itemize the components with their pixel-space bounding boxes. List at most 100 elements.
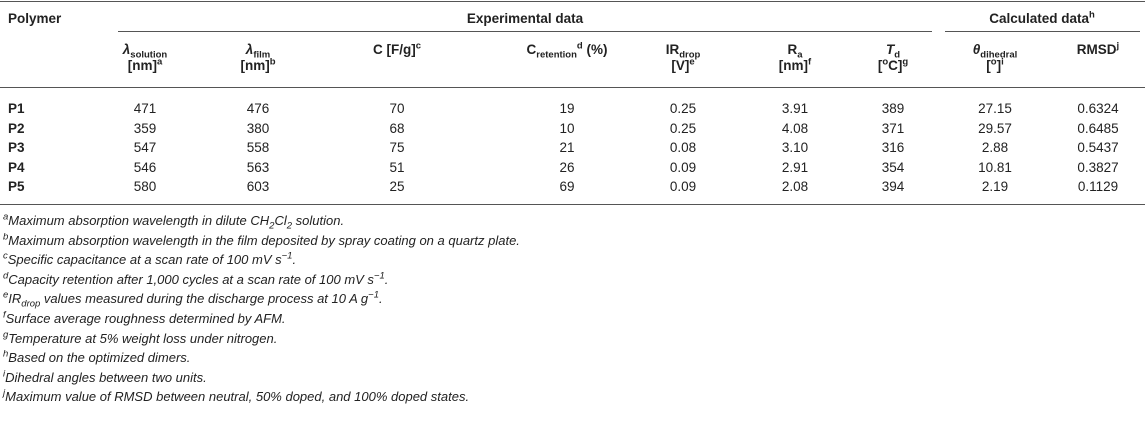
cell: 0.6324 <box>1077 101 1119 116</box>
header-rule <box>0 87 1145 88</box>
text-segment: solution. <box>292 213 345 228</box>
text-segment: j <box>1116 40 1120 52</box>
text-segment: [nm] <box>778 58 809 73</box>
text-segment: o <box>990 56 997 68</box>
text-segment: ] <box>996 58 1002 73</box>
cell: 380 <box>246 120 270 136</box>
text-segment: Maximum absorption wavelength in dilute … <box>8 213 270 228</box>
cell: 10 <box>559 120 575 136</box>
cell: 4.08 <box>781 120 809 136</box>
cell: 19 <box>559 101 575 116</box>
cell: 0.5437 <box>1077 140 1119 155</box>
cell: 580 <box>133 179 157 194</box>
footnote: fSurface average roughness determined by… <box>3 310 286 327</box>
text-segment: e <box>3 290 9 302</box>
text-segment: [ <box>877 58 883 73</box>
cell: 0.09 <box>669 159 697 175</box>
text-segment: Surface average roughness determined by … <box>5 311 286 326</box>
text-segment: b <box>3 231 9 243</box>
column-header: λfilm [nm]b <box>240 42 275 74</box>
text-segment: d <box>3 270 9 282</box>
header-line: [oC]g <box>877 56 909 74</box>
text-segment: (%) <box>582 42 608 57</box>
text-segment: 2 <box>269 220 275 232</box>
text-segment: IR <box>8 291 22 307</box>
cell: 29.57 <box>978 120 1012 136</box>
cell: 2.88 <box>981 140 1009 155</box>
text-segment: λ <box>245 42 254 57</box>
text-segment: i <box>1001 56 1004 68</box>
bottom-rule <box>0 204 1145 205</box>
text-segment: C [F/g] <box>372 42 416 57</box>
footnote: dCapacity retention after 1,000 cycles a… <box>3 270 389 288</box>
footnote: hBased on the optimized dimers. <box>3 350 190 366</box>
text-segment: RMSD <box>1076 42 1117 57</box>
cell: 2.08 <box>781 179 809 194</box>
text-segment: 2 <box>286 220 293 232</box>
cell: 476 <box>246 101 270 116</box>
row-label: P4 <box>8 159 25 175</box>
header-line: λfilm <box>240 42 275 61</box>
text-segment: dihedral <box>980 49 1018 61</box>
text-segment: values measured during the discharge pro… <box>40 291 369 307</box>
column-header: C [F/g]c <box>372 41 421 58</box>
text-segment: c <box>3 250 8 262</box>
header-line: Cretentiond (%) <box>527 40 608 60</box>
cell: 3.10 <box>781 140 809 155</box>
text-segment: j <box>3 388 6 400</box>
row-label: P1 <box>8 101 25 116</box>
text-segment: . <box>384 271 389 287</box>
text-segment: a <box>156 56 163 68</box>
footnote: iDihedral angles between two units. <box>3 369 207 386</box>
footnote: aMaximum absorption wavelength in dilute… <box>3 212 345 232</box>
row-label: P5 <box>8 179 25 194</box>
column-header: Ra [nm]f <box>779 42 811 74</box>
footnote: gTemperature at 5% weight loss under nit… <box>3 329 277 347</box>
text-segment: g <box>902 56 909 68</box>
cell: 69 <box>559 179 575 194</box>
row-label: P3 <box>8 140 25 155</box>
column-header: IRdrop [V]e <box>666 42 701 74</box>
cell: 471 <box>133 101 157 116</box>
cell: 0.25 <box>669 101 697 116</box>
column-header: θdihedral [o]i <box>973 42 1017 74</box>
text-segment: d <box>576 40 583 52</box>
text-segment: [V] <box>671 58 690 73</box>
text-segment: h <box>1088 9 1095 21</box>
cell: 547 <box>133 140 157 155</box>
header-line: [nm]a <box>123 56 167 74</box>
cell: 0.08 <box>669 140 697 155</box>
footnote: jMaximum value of RMSD between neutral, … <box>3 389 469 405</box>
text-segment: Calculated data <box>989 11 1089 26</box>
header-line: Ra <box>779 42 811 61</box>
group-rule <box>118 31 932 32</box>
text-segment: Dihedral angles between two units. <box>5 369 207 385</box>
text-segment: Capacity retention after 1,000 cycles at… <box>8 271 374 287</box>
text-segment: . <box>292 252 297 268</box>
cell: 316 <box>881 140 905 155</box>
text-segment: d <box>894 49 901 61</box>
column-header: λsolution [nm]a <box>123 42 167 74</box>
cell: 603 <box>246 179 270 194</box>
text-segment: film <box>253 49 271 61</box>
text-segment: Specific capacitance at a scan rate of 1… <box>7 252 282 268</box>
cell: 51 <box>389 159 405 175</box>
cell: 75 <box>389 140 405 155</box>
text-segment: Based on the optimized dimers. <box>8 350 191 366</box>
header-line: [V]e <box>666 57 701 74</box>
cell: 0.25 <box>669 120 697 136</box>
text-segment: drop <box>679 49 701 61</box>
cell: 563 <box>246 159 270 175</box>
text-segment: T <box>885 42 895 57</box>
cell: 558 <box>246 140 270 155</box>
cell: 0.3827 <box>1077 159 1119 175</box>
text-segment: a <box>797 49 803 61</box>
text-segment: −1 <box>373 270 385 282</box>
header-line: θdihedral <box>973 42 1018 61</box>
cell: 389 <box>881 101 905 116</box>
text-segment: g <box>3 329 9 341</box>
text-segment: −1 <box>368 290 379 302</box>
text-segment: [nm] <box>127 58 157 73</box>
header-line: C [F/g]c <box>372 41 421 58</box>
cell: 2.91 <box>781 159 809 175</box>
